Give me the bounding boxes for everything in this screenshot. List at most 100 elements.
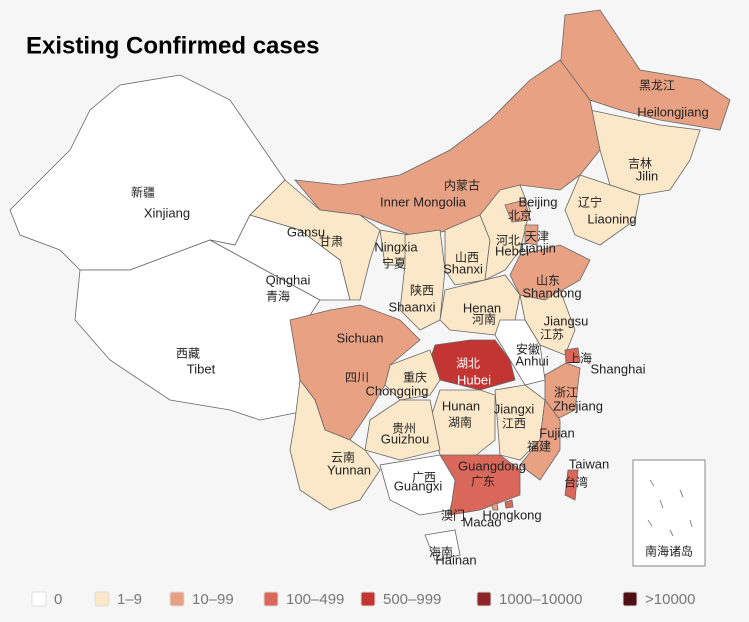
legend-label[interactable]: 500–999 [383,591,441,608]
region-name-zh: 天津 [525,230,549,244]
region-name-zh: 江苏 [540,328,564,342]
region-name: Guangxi [394,478,443,493]
legend-label[interactable]: 1–9 [117,591,142,608]
region-name: Macao [462,514,501,529]
regions [9,9,731,561]
region-name-zh: 陕西 [410,283,434,298]
region-name-zh: 新疆 [131,185,155,200]
region-name: Tianjin [518,240,556,255]
region-name: Xinjiang [144,205,190,220]
region-name: Anhui [515,353,548,368]
region-name: Jiangxi [494,401,535,416]
legend-swatch[interactable] [476,591,492,607]
legend-label[interactable]: >10000 [645,591,695,608]
region[interactable] [424,529,461,561]
region-name-zh: 甘肃 [319,235,343,249]
region-name-zh: 云南 [331,450,355,465]
region-name: Guangdong [458,458,526,473]
region-name: Ningxia [374,239,418,254]
region[interactable] [504,499,514,509]
region[interactable] [249,179,381,301]
region-name-zh: 四川 [345,371,369,385]
region[interactable] [564,469,579,501]
region[interactable] [491,502,499,511]
region[interactable] [494,319,546,386]
region-name-zh: 河南 [472,312,496,327]
region-name-zh: 西藏 [176,347,200,361]
region-name: Sichuan [337,330,384,345]
legend-label[interactable]: 10–99 [192,591,234,608]
legend-swatch[interactable] [169,591,185,607]
region[interactable] [399,229,446,331]
legend-label[interactable]: 1000–10000 [499,591,582,608]
region-name: Hebei [495,243,529,258]
region-name-zh: 广西 [412,471,436,485]
legend-label[interactable]: 100–499 [286,591,344,608]
region-name: Fujian [539,425,574,440]
region-name-zh: 内蒙古 [444,178,480,193]
region-name: Beijing [518,194,557,209]
region[interactable] [564,174,641,246]
region-name: Gansu [287,224,325,239]
region-name-zh: 山东 [536,274,560,288]
region-name: Shaanxi [389,299,436,314]
legend-label[interactable]: 0 [54,591,62,608]
region-name-zh: 湖南 [448,415,472,430]
region-name-zh: 宁夏 [382,256,406,271]
region-name-zh: 广东 [471,475,495,489]
region-name-zh: 安徽 [516,342,540,357]
region-name-zh: 河北 [496,234,520,248]
region-name: Hubei [457,372,491,387]
region-name-zh: 台湾 [564,475,588,490]
region-name-zh: 湖北 [456,356,480,371]
map-title: Existing Confirmed cases [26,32,319,59]
region-name-zh: 辽宁 [578,195,602,210]
region-name: Chongqing [366,383,429,398]
region-name-zh: 浙江 [554,386,578,400]
legend-swatch[interactable] [360,591,376,607]
region[interactable] [509,244,591,301]
region-name: Tibet [187,361,216,376]
region-name-zh: 澳门 [441,508,465,523]
legend-swatch[interactable] [31,591,47,607]
region[interactable] [564,347,581,364]
region-name: Henan [463,300,501,315]
region-name-zh: 北京 [508,209,532,223]
legend-swatch[interactable] [263,591,279,607]
region-name: Hainan [435,552,476,567]
region[interactable] [504,199,531,223]
legend-swatch[interactable] [622,591,638,607]
region-name-zh: 重庆 [403,371,427,385]
region[interactable] [289,378,381,511]
legend: 0 1–9 10–99 100–499 500–999 1000–10000 >10000 [31,591,695,608]
region-name-zh: 江西 [502,417,526,431]
region[interactable] [519,398,561,481]
region[interactable] [294,59,601,236]
region-name: Shanxi [443,261,483,276]
region-name-zh: 海南 [429,545,453,560]
region-name: Hongkong [482,507,541,522]
legend-swatch[interactable] [94,591,110,607]
region-name-zh: 福建 [527,439,551,454]
inset-box [632,459,706,567]
region-name: Heilongjiang [637,104,709,119]
region-name: Inner Mongolia [380,194,467,209]
region-name-zh: 吉林 [628,157,652,171]
region-name-zh: 青海 [266,289,290,304]
region-name: Jiangsu [544,313,589,328]
region-name: Taiwan [569,456,609,471]
region-name: Yunnan [327,462,371,477]
region-name-zh: 山西 [455,251,479,265]
region-name: Hunan [442,398,480,413]
region-name: Liaoning [587,211,636,226]
region[interactable] [524,224,539,246]
region-name: Guizhou [381,431,429,446]
region[interactable] [589,109,701,196]
inset-label: 南海诸岛 [645,544,693,559]
region-name: Qinghai [266,272,311,287]
region[interactable] [439,454,521,516]
region-name-zh: 贵州 [392,422,416,436]
region-name: Jilin [636,168,658,183]
